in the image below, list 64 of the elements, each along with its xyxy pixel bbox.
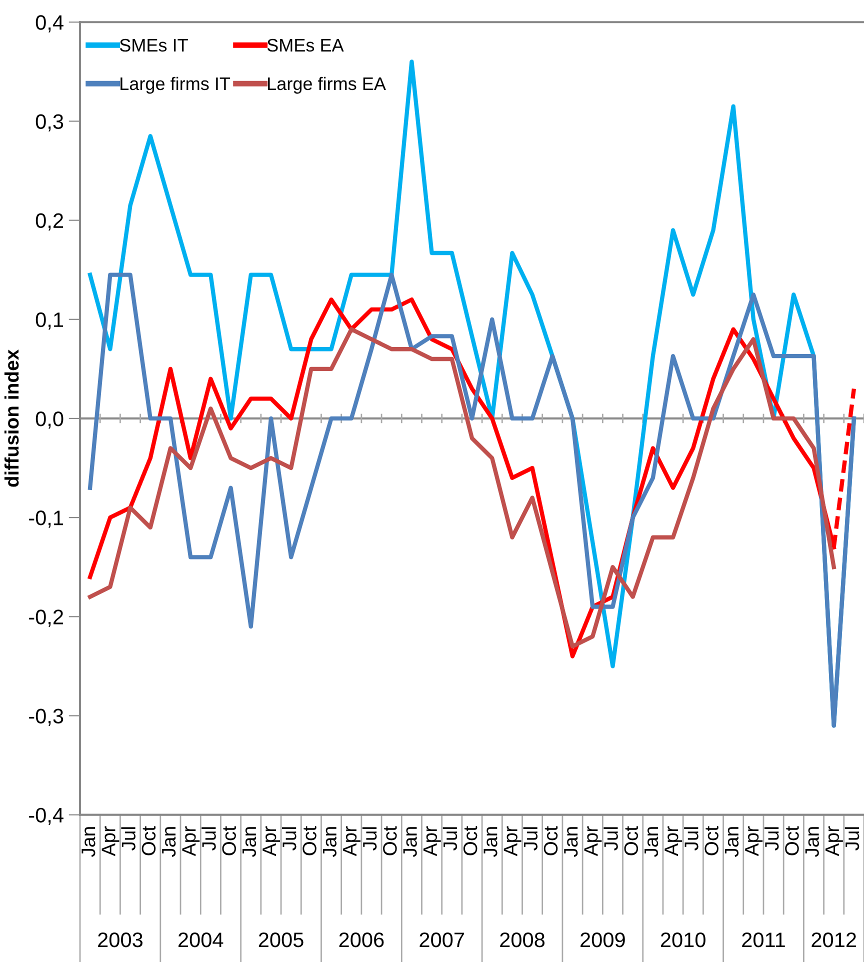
- line-series: [88, 272, 856, 728]
- x-tick-label: Jan: [805, 827, 819, 857]
- y-tick-label: 0,1: [36, 312, 64, 330]
- x-tick-label: Jul: [523, 827, 538, 850]
- x-tick-label: Oct: [222, 826, 236, 856]
- x-tick-label: Oct: [463, 826, 478, 856]
- text: 2009: [580, 932, 625, 948]
- text: 2004: [178, 932, 224, 948]
- x-tick-label: Jan: [564, 827, 578, 857]
- x-tick-label: Apr: [504, 826, 522, 856]
- x-tick-label: Oct: [383, 826, 397, 856]
- text: 2010: [660, 932, 706, 948]
- x-tick-label: Oct: [785, 826, 799, 856]
- x-tick-label: Jul: [844, 827, 860, 850]
- x-tick-label: Jan: [403, 827, 417, 857]
- x-tick-label: Jan: [162, 827, 176, 857]
- x-tick-label: Apr: [825, 826, 843, 856]
- legend-label: SMEs EA: [267, 38, 344, 52]
- legend-label: SMEs IT: [120, 38, 188, 52]
- x-tick-label: Apr: [343, 826, 360, 856]
- x-tick-label: Jan: [724, 827, 739, 857]
- x-tick-label: Jul: [362, 827, 377, 850]
- text: 2006: [339, 932, 384, 948]
- x-tick-label: Apr: [745, 826, 762, 856]
- y-tick-label: -0,2: [29, 610, 63, 627]
- y-tick-label: -0,4: [29, 808, 64, 826]
- x-tick-label: Jul: [202, 827, 216, 850]
- x-tick-label: Apr: [423, 826, 441, 856]
- x-tick-label: Jul: [764, 827, 779, 850]
- x-tick-label: Jul: [604, 827, 618, 850]
- x-tick-label: Jan: [484, 827, 498, 857]
- x-tick-label: Apr: [584, 826, 602, 856]
- x-tick-label: Oct: [544, 826, 558, 856]
- y-tick-label: -0,1: [29, 510, 64, 528]
- x-tick-label: Jul: [684, 827, 698, 850]
- text: 2007: [420, 932, 464, 948]
- text: 2011: [742, 932, 785, 948]
- text: 2008: [500, 932, 545, 948]
- x-tick-label: Apr: [182, 826, 200, 856]
- y-tick-label: 0,2: [36, 213, 63, 231]
- x-tick-label: Jan: [644, 827, 658, 857]
- x-tick-label: Oct: [624, 826, 638, 856]
- x-tick-label: Apr: [262, 826, 280, 856]
- y-tick-label: 0,0: [36, 411, 64, 429]
- text: 2003: [98, 932, 142, 948]
- x-tick-label: Jan: [242, 827, 256, 857]
- legend-label: Large firms EA: [268, 76, 386, 94]
- x-tick-label: Jul: [282, 827, 296, 850]
- y-tick-label: 0,3: [36, 114, 64, 132]
- x-tick-label: Jan: [322, 827, 337, 857]
- legend-label: Large firms IT: [120, 76, 230, 94]
- text: 2012: [812, 932, 856, 948]
- x-tick-label: Jan: [82, 827, 96, 857]
- y-axis-title: diffusion index: [4, 349, 19, 487]
- x-tick-label: Jul: [442, 827, 458, 850]
- y-tick-label: 0,4: [36, 15, 64, 32]
- x-tick-label: Apr: [102, 826, 120, 856]
- x-tick-label: Jul: [121, 827, 136, 850]
- x-tick-label: Apr: [664, 826, 682, 856]
- x-tick-label: Oct: [704, 826, 718, 856]
- text: 2005: [258, 932, 304, 948]
- x-tick-label: Oct: [142, 826, 156, 856]
- y-tick-label: -0,3: [29, 708, 64, 726]
- x-tick-label: Oct: [302, 826, 316, 856]
